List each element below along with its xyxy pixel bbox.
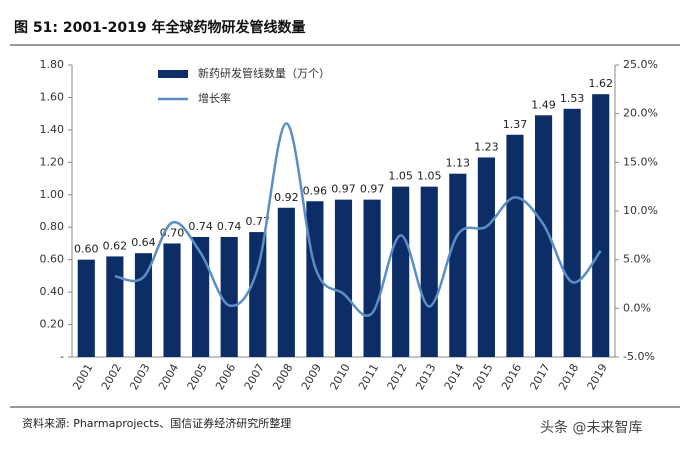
x-tick-label: 2015	[470, 362, 495, 393]
bar	[220, 236, 238, 357]
value-label: 0.96	[303, 184, 328, 197]
value-label: 1.53	[560, 92, 585, 105]
x-tick-label: 2010	[327, 362, 352, 393]
y-tick-label: 0.60	[40, 253, 65, 266]
value-label: 1.23	[474, 140, 499, 153]
y-tick-label: 1.60	[40, 90, 65, 103]
bar	[592, 94, 610, 357]
x-tick-label: 2014	[442, 362, 467, 393]
value-label: 1.49	[531, 98, 556, 111]
x-tick-label: 2011	[356, 362, 381, 393]
value-label: 0.77	[246, 215, 271, 228]
y2-tick-label: 15.0%	[623, 155, 658, 168]
bar	[106, 256, 124, 357]
bar	[306, 201, 324, 357]
value-label: 0.64	[131, 236, 156, 249]
bar	[449, 173, 467, 357]
y-tick-label: 0.20	[40, 318, 65, 331]
value-label: 0.60	[74, 243, 99, 256]
x-tick-label: 2016	[499, 362, 524, 393]
value-label: 1.05	[388, 170, 413, 183]
value-label: 0.74	[217, 220, 242, 233]
x-tick-label: 2003	[127, 362, 152, 393]
bar	[392, 186, 410, 357]
x-tick-label: 2013	[413, 362, 438, 393]
y2-tick-label: 25.0%	[623, 58, 658, 71]
y-tick-label: 1.40	[40, 123, 65, 136]
y-tick-label: -	[60, 350, 64, 363]
value-label: 0.97	[360, 183, 385, 196]
x-tick-label: 2012	[385, 362, 410, 393]
value-label: 0.92	[274, 191, 299, 204]
x-tick-label: 2019	[585, 362, 610, 393]
value-label: 1.37	[503, 118, 528, 131]
y2-tick-label: -5.0%	[623, 350, 655, 363]
bar	[163, 243, 181, 357]
y2-tick-label: 5.0%	[623, 253, 651, 266]
value-label: 0.62	[103, 239, 128, 252]
bar	[334, 199, 353, 357]
y-tick-label: 1.80	[40, 58, 65, 71]
bar	[363, 199, 381, 357]
x-tick-label: 2009	[299, 362, 324, 393]
y2-tick-label: 20.0%	[623, 107, 658, 120]
y-tick-label: 0.40	[40, 285, 65, 298]
bar	[563, 108, 581, 357]
x-tick-label: 2004	[156, 362, 181, 393]
x-tick-label: 2001	[70, 362, 95, 393]
y2-tick-label: 10.0%	[623, 204, 658, 217]
value-label: 1.62	[588, 77, 613, 90]
x-tick-label: 2008	[270, 362, 295, 393]
bar	[77, 259, 95, 357]
y-tick-label: 0.80	[40, 220, 65, 233]
x-tick-label: 2007	[242, 362, 267, 393]
growth-line	[114, 122, 602, 317]
value-label: 0.97	[331, 183, 356, 196]
x-tick-label: 2006	[213, 362, 238, 393]
x-tick-label: 2018	[556, 362, 581, 393]
value-label: 0.74	[188, 220, 213, 233]
y2-tick-label: 0.0%	[623, 301, 651, 314]
bar	[477, 157, 495, 357]
bar	[277, 207, 295, 357]
bar	[506, 134, 524, 357]
x-tick-label: 2017	[527, 362, 552, 393]
bar	[420, 186, 438, 357]
source-note: 资料来源: Pharmaprojects、国信证券经济研究所整理	[22, 416, 291, 430]
value-label: 1.13	[446, 157, 471, 170]
bar	[192, 236, 210, 357]
chart-title: 图 51: 2001-2019 年全球药物研发管线数量	[14, 19, 305, 36]
y-tick-label: 1.20	[40, 155, 65, 168]
bar	[534, 115, 553, 358]
y-tick-label: 1.00	[40, 188, 65, 201]
value-label: 1.05	[417, 170, 442, 183]
legend-label: 增长率	[198, 91, 231, 105]
x-tick-label: 2005	[185, 362, 210, 393]
legend-swatch	[158, 70, 188, 78]
x-tick-label: 2002	[99, 362, 124, 393]
legend-label: 新药研发管线数量（万个）	[198, 66, 330, 80]
watermark: 头条 @未来智库	[540, 419, 642, 436]
bar	[249, 232, 267, 357]
